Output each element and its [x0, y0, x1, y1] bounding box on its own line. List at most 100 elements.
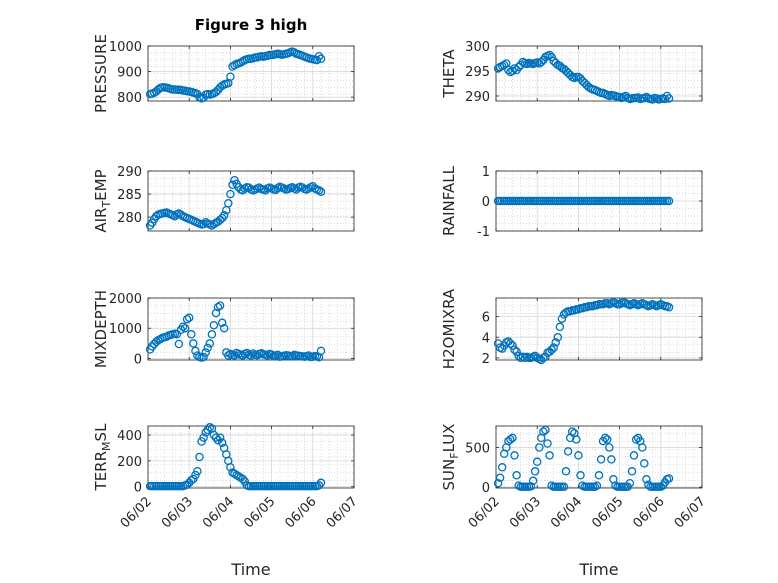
data-point [528, 476, 538, 486]
data-point [555, 322, 565, 332]
data-point [316, 346, 326, 356]
y-tick-label: 295 [465, 65, 490, 80]
series-theta [493, 50, 674, 104]
data-point [316, 187, 326, 197]
data-point [638, 443, 647, 452]
data-point [539, 427, 548, 436]
data-point [199, 433, 208, 442]
y-tick-label: 2000 [109, 292, 142, 307]
data-point [187, 330, 196, 339]
data-point [182, 480, 192, 490]
y-tick-label: 0 [134, 481, 142, 496]
data-point [640, 459, 649, 468]
y-tick-label: -1 [477, 225, 490, 240]
axes-rainfall: -1 0 1 RAINFALL [440, 165, 703, 240]
y-tick-label: 1 [482, 165, 490, 180]
data-point [559, 482, 569, 492]
data-point [576, 471, 585, 480]
data-point [191, 346, 200, 356]
axes-frame [147, 425, 355, 489]
axes-frame [495, 45, 703, 102]
data-point [213, 85, 223, 95]
data-point [217, 438, 227, 448]
data-point [664, 94, 674, 103]
y-axis-label: RAINFALL [440, 165, 458, 236]
data-point [541, 352, 550, 362]
data-point [230, 351, 239, 360]
data-point [607, 455, 616, 464]
data-point [180, 323, 190, 333]
series-sun_flux [493, 425, 674, 492]
data-point [207, 330, 217, 339]
data-point [499, 60, 509, 70]
data-point [535, 443, 544, 452]
data-point [240, 184, 250, 193]
y-tick-label: 290 [117, 165, 142, 180]
data-point [545, 451, 554, 460]
data-point [205, 339, 215, 348]
data-point [664, 196, 674, 206]
data-point [267, 350, 276, 359]
y-axis-label: MIXDEPTH [92, 290, 110, 368]
data-point [551, 338, 560, 347]
data-point [298, 183, 307, 192]
data-point [506, 435, 515, 444]
data-point [512, 347, 521, 356]
data-point [184, 313, 194, 322]
data-point [174, 339, 184, 349]
data-point [219, 323, 229, 333]
data-point [205, 423, 215, 432]
data-point [211, 433, 221, 442]
data-point [541, 425, 550, 435]
data-point [224, 351, 233, 360]
data-point [195, 452, 204, 462]
y-tick-label: 0 [482, 481, 490, 496]
data-point [553, 333, 563, 342]
data-point [495, 473, 505, 482]
data-point [543, 439, 552, 448]
data-point [631, 435, 641, 444]
data-point [662, 91, 672, 101]
y-tick-label: 500 [465, 441, 490, 456]
data-point [219, 211, 229, 220]
data-point [602, 435, 612, 444]
data-point [182, 314, 192, 324]
data-point [224, 199, 233, 208]
x-axis-label: Time [230, 560, 270, 579]
data-point [287, 352, 297, 361]
y-tick-label: 200 [117, 455, 142, 470]
data-point [246, 351, 256, 360]
data-point [563, 447, 573, 456]
data-point [508, 341, 517, 350]
data-point [648, 95, 657, 104]
series-air_temp [145, 175, 326, 230]
data-point [199, 219, 208, 229]
data-point [172, 330, 182, 339]
data-point [193, 351, 202, 360]
axes-frame [147, 170, 355, 232]
data-point [304, 351, 313, 360]
data-point [201, 348, 210, 357]
data-point [238, 474, 248, 484]
data-point [561, 467, 571, 476]
data-point [547, 345, 556, 354]
data-point [547, 52, 556, 62]
data-point [537, 57, 546, 67]
data-point [549, 343, 558, 352]
y-tick-label: 1000 [109, 40, 142, 55]
data-point [574, 451, 583, 460]
data-point [203, 343, 212, 353]
axes-h2omixra: 2 4 6 H2OMIXRA [440, 288, 703, 369]
data-point [625, 478, 635, 488]
series-rainfall [493, 196, 674, 206]
y-axis-label: SUNFLUX [440, 424, 461, 491]
data-point [273, 183, 283, 193]
y-tick-label: 2 [482, 352, 490, 367]
data-point [263, 351, 272, 360]
data-point [504, 65, 513, 75]
y-tick-label: 300 [465, 40, 490, 55]
data-point [572, 435, 581, 444]
y-tick-label: 290 [465, 90, 490, 105]
data-point [594, 471, 604, 480]
